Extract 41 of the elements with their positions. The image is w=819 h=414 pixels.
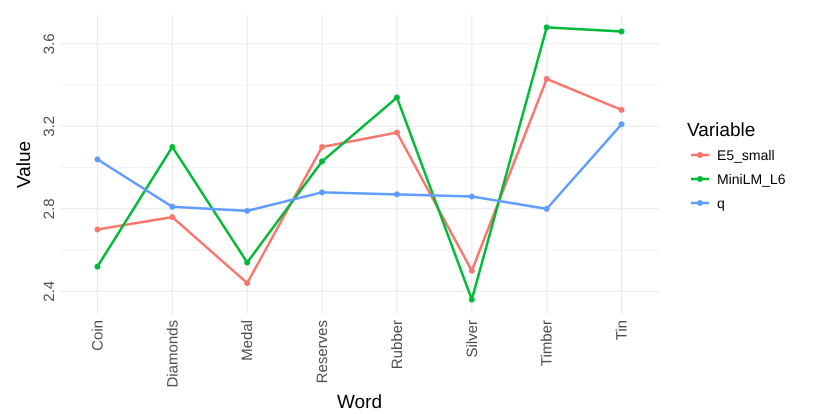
point xyxy=(319,144,326,150)
legend-label: q xyxy=(717,195,725,211)
point xyxy=(319,158,326,164)
point xyxy=(94,264,100,270)
point xyxy=(244,208,250,214)
point xyxy=(394,191,400,198)
point xyxy=(319,189,326,196)
y-axis-title: Value xyxy=(14,140,35,188)
point xyxy=(94,156,100,162)
y-tick-label: 3.6 xyxy=(41,33,58,54)
y-tick-label: 2.8 xyxy=(41,198,58,220)
x-tick-label: Reserves xyxy=(314,320,332,384)
y-tick-label: 3.2 xyxy=(41,116,58,137)
x-tick-label: Coin xyxy=(89,320,106,351)
x-axis-title: Word xyxy=(336,392,382,413)
x-tick-label: Tin xyxy=(614,320,631,340)
point xyxy=(169,144,176,150)
point xyxy=(94,226,100,232)
y-tick-label: 2.4 xyxy=(41,280,58,302)
legend-title: Variable xyxy=(687,120,756,141)
point xyxy=(394,130,400,136)
point xyxy=(544,24,550,30)
legend-label: E5_small xyxy=(717,147,775,163)
point xyxy=(169,204,176,210)
point xyxy=(468,296,475,303)
x-tick-label: Rubber xyxy=(388,320,406,370)
point xyxy=(394,94,400,100)
x-tick-label: Medal xyxy=(239,320,256,361)
point xyxy=(169,214,176,220)
point xyxy=(544,76,550,82)
x-tick-label: Silver xyxy=(464,320,481,358)
point xyxy=(244,280,250,286)
legend-label: MiniLM_L6 xyxy=(717,171,786,187)
point xyxy=(618,106,625,113)
point xyxy=(544,206,550,212)
x-tick-label: Timber xyxy=(538,320,556,366)
point xyxy=(244,259,250,266)
x-tick-label: Diamonds xyxy=(164,320,182,388)
point xyxy=(618,121,625,128)
point xyxy=(468,193,475,200)
point xyxy=(618,28,625,34)
